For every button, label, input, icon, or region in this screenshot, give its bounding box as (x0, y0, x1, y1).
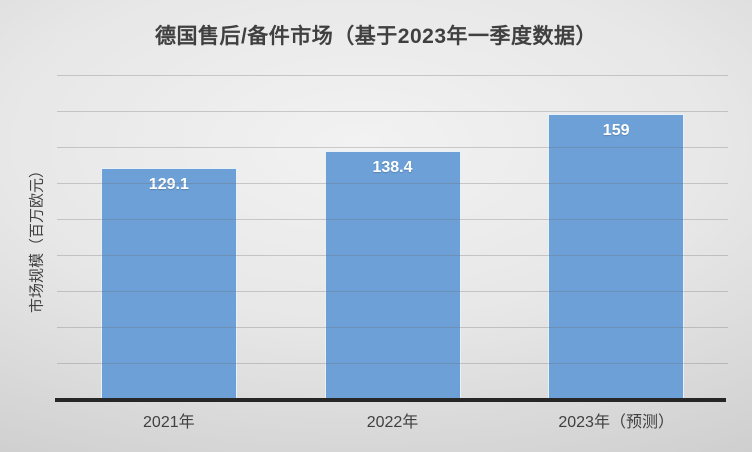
bar-2021年: 129.1 (100, 168, 237, 400)
gridline (57, 291, 728, 292)
plot-area: 129.1 138.4 159 (57, 75, 728, 400)
y-axis-title: 市场规模（百万欧元） (28, 162, 46, 314)
x-tick-label: 2022年 (366, 414, 419, 431)
bar-value-label: 159 (602, 122, 630, 139)
gridline (57, 147, 728, 148)
x-axis-line (55, 398, 726, 402)
bar-value-label: 129.1 (148, 176, 189, 193)
gridline (57, 219, 728, 220)
gridline (57, 111, 728, 112)
bar-value-label: 138.4 (372, 159, 413, 176)
x-tick-label: 2023年（预测） (558, 414, 674, 431)
bar-2023年（预测）: 159 (548, 114, 685, 400)
gridline (57, 327, 728, 328)
chart-title: 德国售后/备件市场（基于2023年一季度数据） (154, 25, 598, 48)
gridline (57, 255, 728, 256)
x-tick-label: 2021年 (143, 414, 195, 431)
gridline (57, 183, 728, 184)
bar-2022年: 138.4 (324, 151, 461, 400)
gridline (57, 75, 728, 76)
gridline (57, 363, 728, 364)
